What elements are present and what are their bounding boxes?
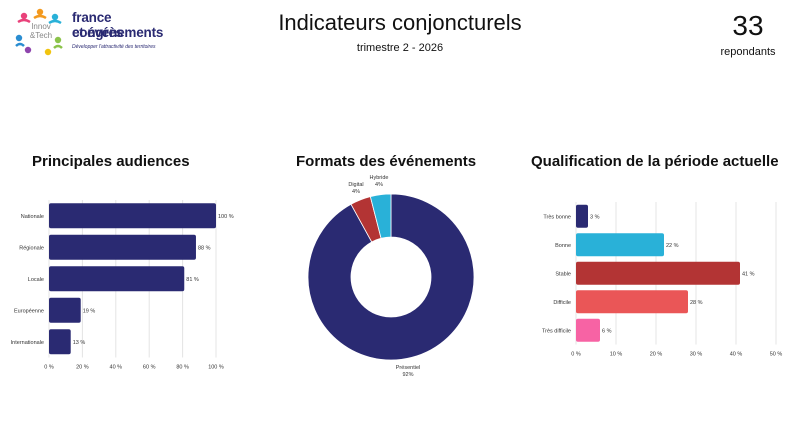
bar-value-label: 13 % <box>73 340 86 346</box>
slice-value-label: 92% <box>402 372 413 378</box>
category-label: Très bonne <box>543 214 571 220</box>
category-label: Difficile <box>553 300 571 306</box>
bar-value-label: 6 % <box>602 328 612 334</box>
bar-value-label: 3 % <box>590 214 600 220</box>
bar <box>49 203 216 229</box>
formats-chart-title: Formats des événements <box>296 153 477 170</box>
bar <box>576 318 600 342</box>
slice-category-label: Digital <box>348 182 363 188</box>
x-tick-label: 20 % <box>650 352 663 358</box>
logo-mark-text: Innov &Tech <box>29 22 53 40</box>
bar <box>49 266 185 292</box>
x-tick-label: 60 % <box>143 365 156 371</box>
category-label: Internationale <box>11 340 44 346</box>
bar <box>576 233 664 257</box>
logo-line-1: france congrès <box>72 10 124 40</box>
slice-value-label: 4% <box>375 182 383 188</box>
bar-value-label: 28 % <box>690 300 703 306</box>
bar-value-label: 81 % <box>186 277 199 283</box>
donut-slice <box>369 193 392 239</box>
x-tick-label: 20 % <box>76 365 89 371</box>
bar-value-label: 22 % <box>666 243 679 249</box>
respondent-label: repondants <box>720 46 776 58</box>
slice-category-label: Hybride <box>370 175 389 181</box>
x-tick-label: 0 % <box>571 352 581 358</box>
category-label: Locale <box>28 277 44 283</box>
bar <box>49 329 71 355</box>
category-label: Nationale <box>21 214 44 220</box>
bar <box>576 261 740 285</box>
category-label: Européenne <box>14 308 44 314</box>
bar-value-label: 19 % <box>83 308 96 314</box>
bar <box>49 234 196 260</box>
category-label: Stable <box>555 271 571 277</box>
x-tick-label: 40 % <box>730 352 743 358</box>
slice-value-label: 4% <box>352 189 360 195</box>
bar <box>576 290 688 314</box>
donut-slice <box>307 193 475 361</box>
x-tick-label: 0 % <box>44 365 54 371</box>
qualification-bar-chart: 0 % 10 % 20 % 30 % 40 % 50 % Très bonne 3 % Bonn… <box>542 202 783 358</box>
category-label: Bonne <box>555 243 571 249</box>
audiences-chart-title: Principales audiences <box>32 153 190 170</box>
slice-category-label: Présentiel <box>396 365 420 371</box>
bar-value-label: 88 % <box>198 245 211 251</box>
page-subtitle: trimestre 2 - 2026 <box>356 42 444 54</box>
category-label: Très difficile <box>542 328 571 334</box>
bar <box>576 204 588 228</box>
bar <box>49 297 81 323</box>
page-title: Indicateurs conjoncturels <box>278 10 522 35</box>
logo-line-2: et événements <box>72 25 164 40</box>
brand-logo: Innov &Tech france congrès et événements… <box>14 8 164 56</box>
x-tick-label: 80 % <box>176 365 189 371</box>
x-tick-label: 40 % <box>110 365 123 371</box>
qualification-chart-title: Qualification de la période actuelle <box>531 153 779 170</box>
x-tick-label: 30 % <box>690 352 703 358</box>
respondent-count: 33 <box>732 10 764 41</box>
logo-mark <box>15 8 63 56</box>
logo-tagline: Développer l'attractivité des territoire… <box>72 44 156 50</box>
x-tick-label: 10 % <box>610 352 623 358</box>
x-tick-label: 50 % <box>770 352 783 358</box>
category-label: Régionale <box>19 245 44 251</box>
x-tick-label: 100 % <box>208 365 224 371</box>
audiences-bar-chart: 0 % 20 % 40 % 60 % 80 % 100 % Nationale 100 % Ré… <box>11 200 234 371</box>
bar-value-label: 41 % <box>742 271 755 277</box>
bar-value-label: 100 % <box>218 214 234 220</box>
